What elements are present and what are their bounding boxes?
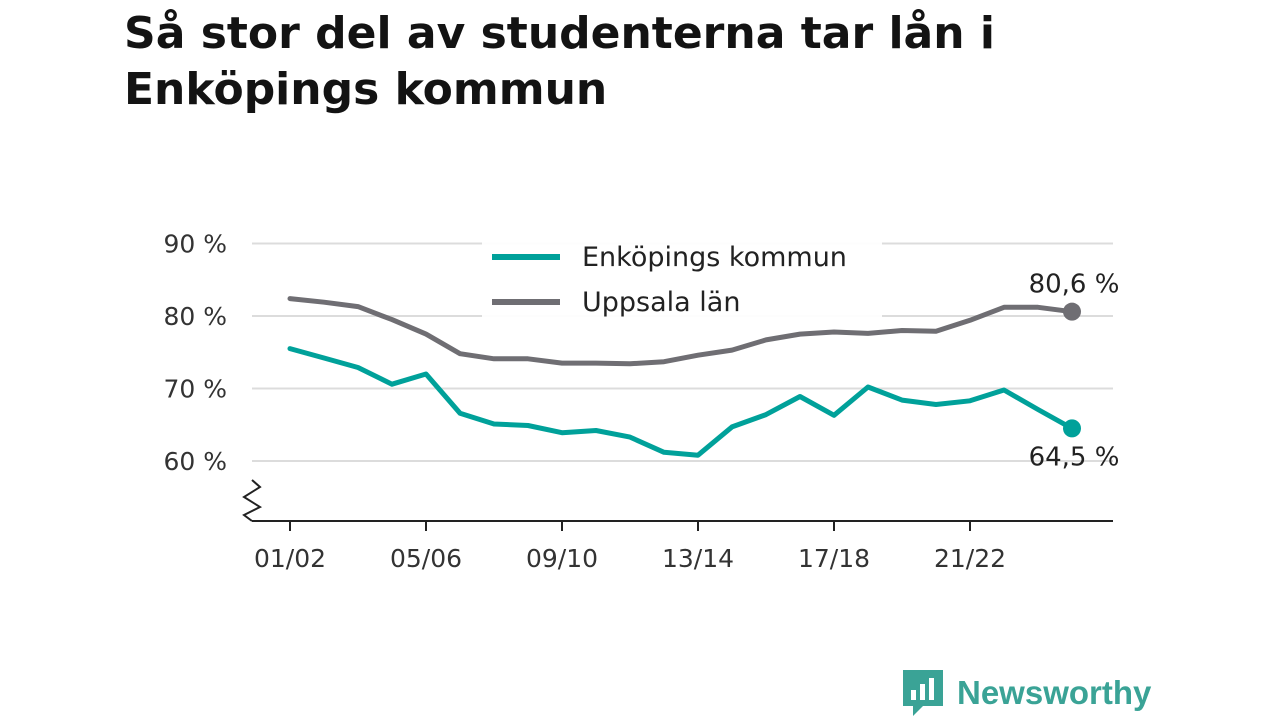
newsworthy-logo-icon: [903, 670, 943, 716]
series-line-uppsala: [287, 296, 1075, 367]
series-end-marker: [1063, 419, 1081, 438]
newsworthy-logo: Newsworthy: [903, 670, 1151, 716]
x-tick-label: 05/06: [390, 544, 462, 573]
x-tick-label: 01/02: [254, 544, 326, 573]
x-tick-label: 13/14: [662, 544, 734, 573]
brand-name: Newsworthy: [957, 674, 1152, 711]
y-axis-tick-labels: 60 % 70 % 80 % 90 %: [163, 230, 227, 477]
x-tick-label: 09/10: [526, 544, 598, 573]
series-lines: [287, 296, 1081, 458]
axis-break-icon: [242, 479, 263, 522]
y-tick-label: 70 %: [163, 375, 227, 404]
y-tick-label: 60 %: [163, 447, 227, 476]
chart-title: Så stor del av studenterna tar lån i Enk…: [124, 8, 995, 115]
x-tick-label: 17/18: [798, 544, 870, 573]
legend: Enköpings kommun Uppsala län: [482, 236, 882, 322]
y-tick-label: 80 %: [163, 302, 227, 331]
series-line-enkoping: [287, 346, 1075, 458]
end-value-label: 64,5 %: [1029, 442, 1120, 472]
series-end-marker: [1063, 302, 1081, 321]
legend-label: Uppsala län: [582, 287, 740, 318]
legend-label: Enköpings kommun: [582, 242, 847, 273]
axes: [242, 479, 1113, 522]
end-value-label: 80,6 %: [1029, 270, 1120, 300]
legend-background: [482, 236, 882, 322]
end-value-labels: 64,5 % 80,6 %: [1029, 270, 1120, 473]
x-tick-label: 21/22: [934, 544, 1006, 573]
y-tick-label: 90 %: [163, 230, 227, 259]
x-axis-ticks: 01/02 05/06 09/10 13/14 17/18 21/22: [254, 521, 1006, 573]
